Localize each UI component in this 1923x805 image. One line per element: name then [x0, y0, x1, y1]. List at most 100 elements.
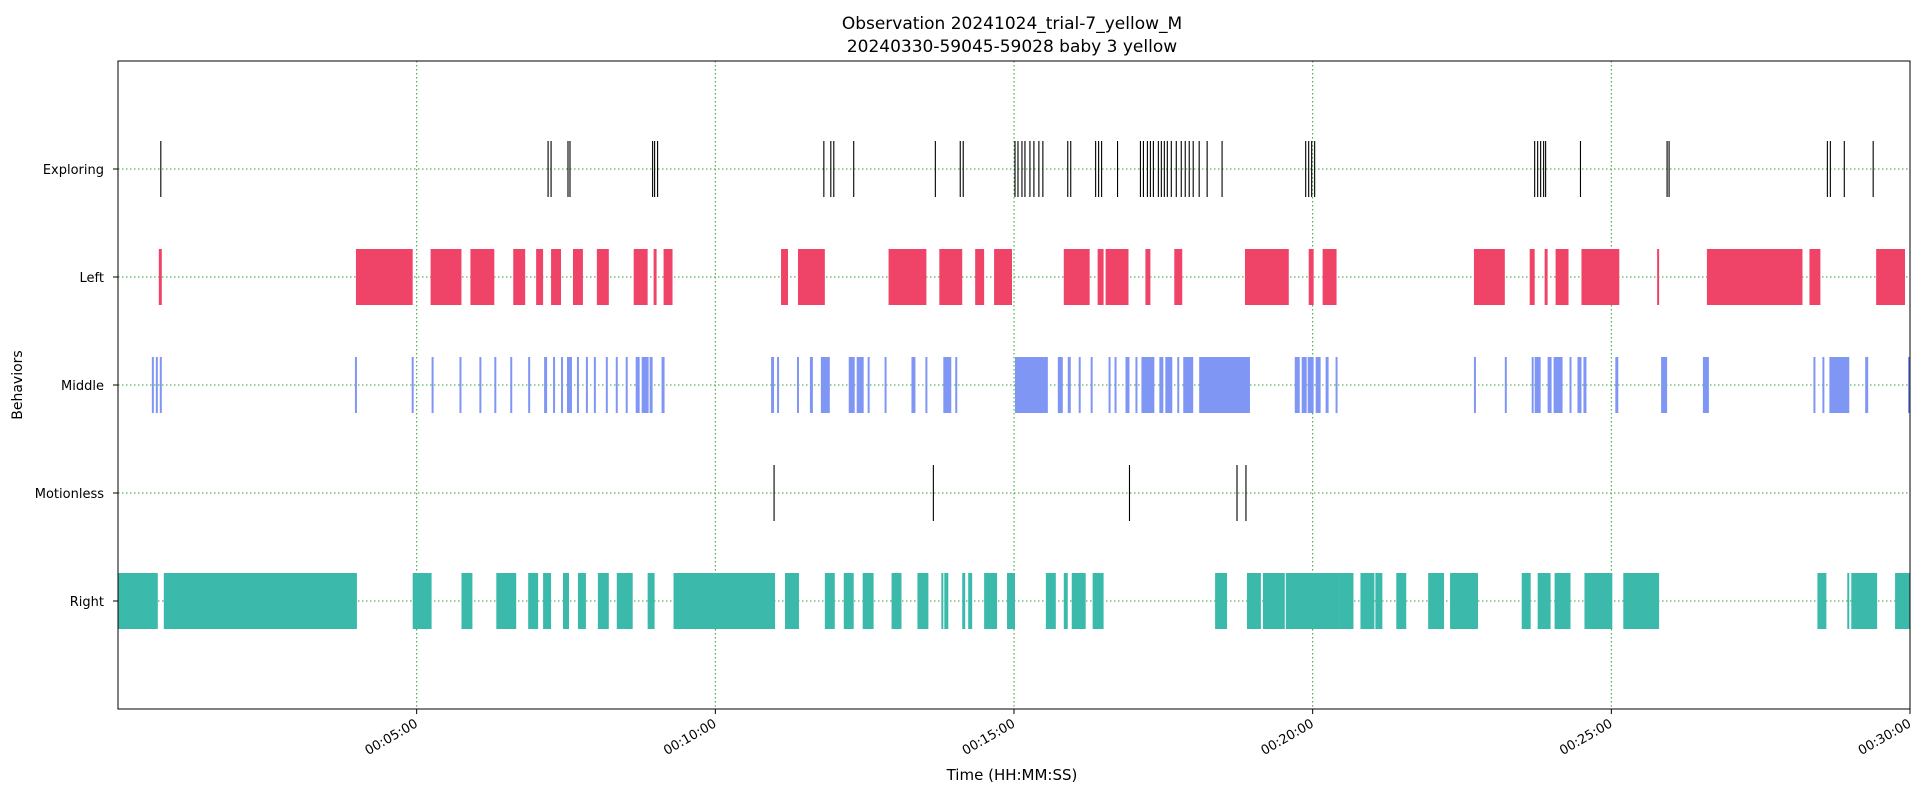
left-interval-bar — [1174, 249, 1183, 305]
left-interval-bar — [781, 249, 789, 305]
middle-interval-bar — [431, 357, 434, 413]
middle-interval-bar — [151, 357, 154, 413]
middle-interval-bar — [848, 357, 855, 413]
left-interval-bar — [355, 249, 413, 305]
right-interval-bar — [461, 573, 473, 629]
middle-interval-bar — [867, 357, 870, 413]
series-right — [118, 573, 1910, 629]
left-interval-bar — [1544, 249, 1548, 305]
series-left — [158, 249, 1906, 305]
left-interval-bar — [1529, 249, 1535, 305]
right-interval-bar — [862, 573, 874, 629]
x-tick-label: 00:20:00 — [1259, 716, 1317, 758]
left-interval-bar — [536, 249, 544, 305]
middle-interval-bar — [1294, 357, 1300, 413]
left-interval-bar — [1308, 249, 1314, 305]
x-axis-label: Time (HH:MM:SS) — [946, 766, 1078, 784]
right-interval-bar — [1215, 573, 1228, 629]
left-interval-bar — [994, 249, 1013, 305]
right-interval-bar — [891, 573, 902, 629]
left-interval-bar — [939, 249, 963, 305]
middle-interval-bar — [809, 357, 813, 413]
middle-interval-bar — [1057, 357, 1063, 413]
right-interval-bar — [1007, 573, 1015, 629]
middle-interval-bar — [1315, 357, 1321, 413]
right-interval-bar — [1521, 573, 1531, 629]
middle-interval-bar — [1531, 357, 1534, 413]
right-interval-bar — [528, 573, 539, 629]
y-axis-label: Behaviors — [10, 350, 26, 419]
middle-interval-bar — [649, 357, 653, 413]
right-interval-bar — [1847, 573, 1850, 629]
middle-interval-bar — [1141, 357, 1155, 413]
left-interval-bar — [1322, 249, 1337, 305]
series-exploring — [160, 141, 1874, 197]
right-interval-bar — [597, 573, 609, 629]
x-tick-label: 00:25:00 — [1557, 716, 1615, 758]
right-interval-bar — [1290, 573, 1340, 629]
chart-subtitle: 20240330-59045-59028 baby 3 yellow — [847, 37, 1177, 57]
right-interval-bar — [1450, 573, 1478, 629]
middle-interval-bar — [1822, 357, 1825, 413]
middle-interval-bar — [1702, 357, 1709, 413]
left-interval-bar — [1105, 249, 1129, 305]
middle-interval-bar — [856, 357, 864, 413]
right-interval-bar — [563, 573, 569, 629]
right-interval-bar — [163, 573, 357, 629]
middle-interval-bar — [494, 357, 497, 413]
middle-interval-bar — [1114, 357, 1117, 413]
middle-interval-bar — [159, 357, 162, 413]
plot-area-frame — [117, 60, 1911, 710]
right-interval-bar — [1045, 573, 1056, 629]
middle-interval-bar — [561, 357, 564, 413]
right-interval-bar — [1246, 573, 1261, 629]
left-interval-bar — [1473, 249, 1505, 305]
middle-interval-bar — [1307, 357, 1314, 413]
right-interval-bar — [962, 573, 966, 629]
middle-interval-bar — [1908, 357, 1910, 413]
right-interval-bar — [843, 573, 854, 629]
y-tick-label: Middle — [61, 379, 104, 394]
middle-interval-bar — [593, 357, 596, 413]
middle-interval-bar — [1865, 357, 1869, 413]
middle-interval-bar — [635, 357, 640, 413]
middle-interval-bar — [566, 357, 572, 413]
middle-interval-bar — [354, 357, 357, 413]
right-interval-bar — [1851, 573, 1878, 629]
right-interval-bar — [968, 573, 973, 629]
middle-interval-bar — [1199, 357, 1250, 413]
right-interval-bar — [1428, 573, 1445, 629]
middle-interval-bar — [1067, 357, 1071, 413]
middle-interval-bar — [1829, 357, 1850, 413]
right-interval-bar — [1623, 573, 1660, 629]
left-interval-bar — [1145, 249, 1151, 305]
middle-interval-bar — [1108, 357, 1111, 413]
middle-interval-bar — [615, 357, 618, 413]
right-interval-bar — [577, 573, 586, 629]
middle-interval-bar — [820, 357, 830, 413]
right-interval-bar — [917, 573, 929, 629]
middle-interval-bar — [771, 357, 775, 413]
right-interval-bar — [616, 573, 633, 629]
middle-interval-bar — [1125, 357, 1130, 413]
middle-interval-bar — [1569, 357, 1572, 413]
middle-interval-bar — [925, 357, 928, 413]
right-interval-bar — [1537, 573, 1551, 629]
middle-interval-bar — [544, 357, 548, 413]
left-interval-bar — [1063, 249, 1090, 305]
middle-interval-bar — [1577, 357, 1582, 413]
left-interval-bar — [551, 249, 562, 305]
y-axis-ticks: Exploring Left Middle Motionless Right — [35, 163, 118, 610]
left-interval-bar — [430, 249, 462, 305]
left-interval-bar — [1657, 249, 1660, 305]
right-interval-bar — [984, 573, 998, 629]
middle-interval-bar — [1553, 357, 1563, 413]
x-tick-label: 00:05:00 — [363, 716, 421, 758]
plot-marks — [118, 141, 1910, 629]
y-tick-label: Left — [80, 271, 104, 286]
chart-title: Observation 20241024_trial-7_yellow_M — [842, 14, 1182, 34]
middle-interval-bar — [553, 357, 556, 413]
left-interval-bar — [663, 249, 673, 305]
middle-interval-bar — [1473, 357, 1476, 413]
middle-interval-bar — [641, 357, 649, 413]
